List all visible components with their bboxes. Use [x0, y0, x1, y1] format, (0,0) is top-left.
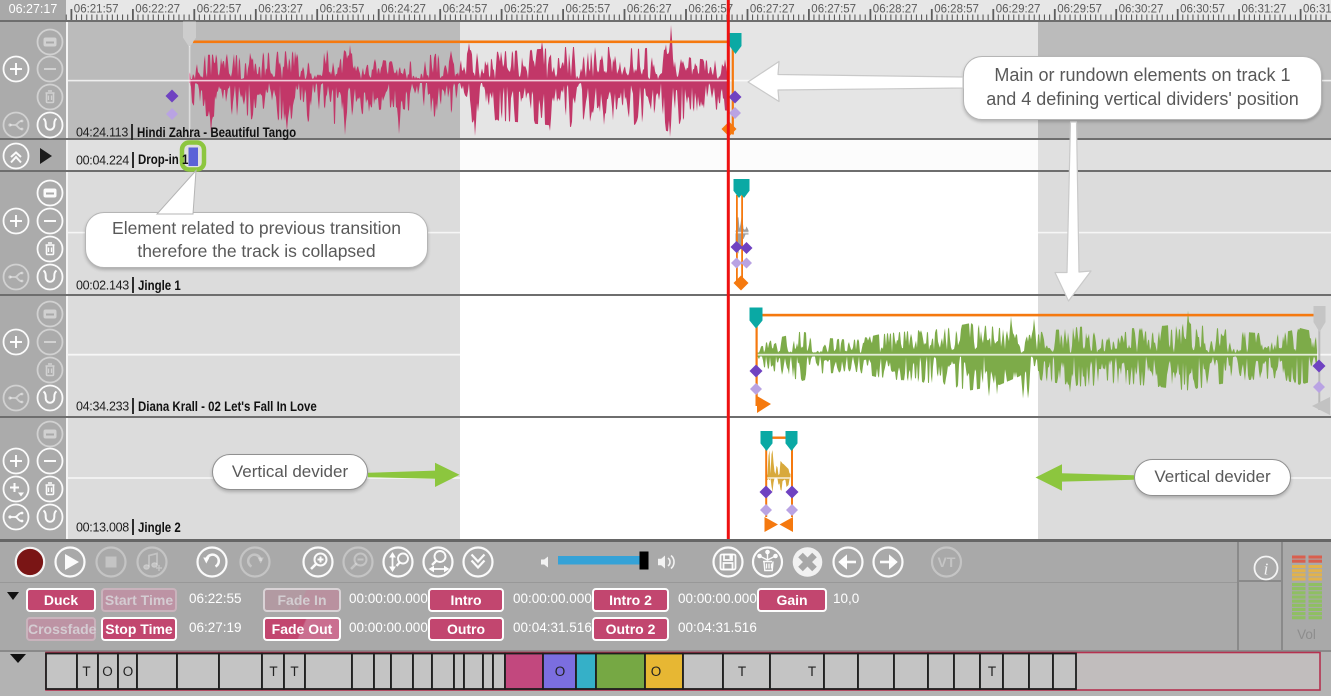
- svg-text:06:27:27: 06:27:27: [750, 4, 795, 16]
- svg-text:T: T: [269, 664, 277, 679]
- svg-text:06:22:27: 06:22:27: [135, 4, 180, 16]
- svg-text:T: T: [290, 664, 298, 679]
- svg-text:06:23:27: 06:23:27: [258, 4, 303, 16]
- svg-text:06:28:57: 06:28:57: [934, 4, 979, 16]
- svg-text:06:28:27: 06:28:27: [873, 4, 918, 16]
- svg-text:06:29:57: 06:29:57: [1057, 4, 1102, 16]
- svg-text:O: O: [123, 664, 134, 679]
- svg-text:06:24:57: 06:24:57: [443, 4, 488, 16]
- svg-text:06:25:57: 06:25:57: [566, 4, 611, 16]
- svg-text:06:22:57: 06:22:57: [197, 4, 242, 16]
- svg-text:06:30:57: 06:30:57: [1180, 4, 1225, 16]
- svg-text:VT: VT: [938, 554, 956, 570]
- svg-text:06:24:27: 06:24:27: [381, 4, 426, 16]
- svg-text:06:31:27: 06:31:27: [1242, 4, 1287, 16]
- svg-text:O: O: [102, 664, 113, 679]
- svg-text:06:30:27: 06:30:27: [1119, 4, 1164, 16]
- svg-text:i: i: [1264, 560, 1269, 579]
- svg-text:T: T: [738, 664, 746, 679]
- svg-text:T: T: [82, 664, 90, 679]
- svg-text:06:21:57: 06:21:57: [74, 4, 119, 16]
- svg-text:T: T: [988, 664, 996, 679]
- svg-text:O: O: [651, 664, 662, 679]
- svg-text:06:25:27: 06:25:27: [504, 4, 549, 16]
- svg-text:O: O: [555, 664, 566, 679]
- svg-text:06:26:27: 06:26:27: [627, 4, 672, 16]
- svg-text:T: T: [808, 664, 816, 679]
- svg-text:06:23:57: 06:23:57: [320, 4, 365, 16]
- svg-text:06:29:27: 06:29:27: [996, 4, 1041, 16]
- svg-text:06:31:57: 06:31:57: [1303, 4, 1331, 16]
- svg-text:06:27:57: 06:27:57: [811, 4, 856, 16]
- svg-text:06:26:57: 06:26:57: [688, 4, 733, 16]
